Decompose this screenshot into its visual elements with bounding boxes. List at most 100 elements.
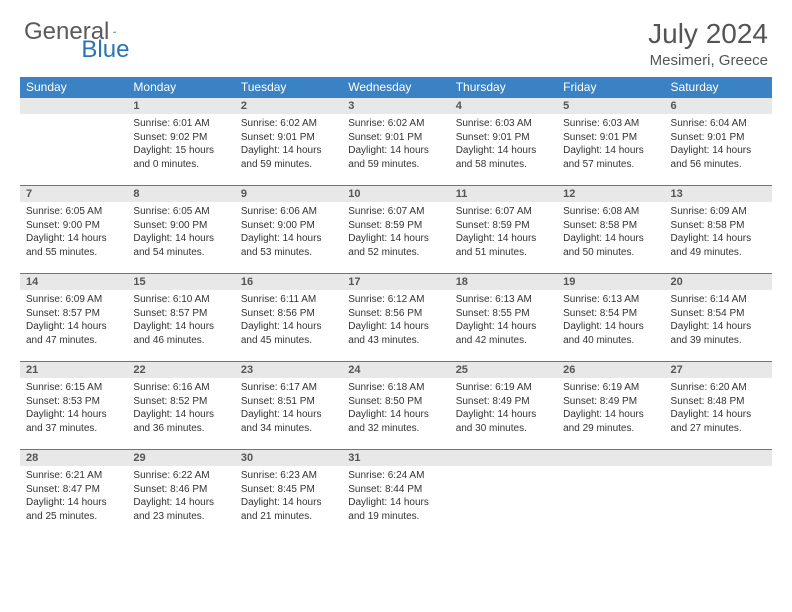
daylight-text: Daylight: 14 hours and 21 minutes. [241, 496, 336, 523]
day-number-cell: 18 [450, 274, 557, 291]
day-content: Sunrise: 6:13 AMSunset: 8:54 PMDaylight:… [557, 290, 664, 353]
week-daynum-row: 78910111213 [20, 186, 772, 203]
day-content-cell: Sunrise: 6:21 AMSunset: 8:47 PMDaylight:… [20, 466, 127, 537]
day-number-cell: 14 [20, 274, 127, 291]
daylight-text: Daylight: 14 hours and 47 minutes. [26, 320, 121, 347]
day-content: Sunrise: 6:05 AMSunset: 9:00 PMDaylight:… [20, 202, 127, 265]
day-number-cell: 29 [127, 450, 234, 467]
sunset-text: Sunset: 9:01 PM [348, 131, 443, 145]
sunrise-text: Sunrise: 6:10 AM [133, 293, 228, 307]
daylight-text: Daylight: 14 hours and 23 minutes. [133, 496, 228, 523]
day-number-cell [557, 450, 664, 467]
day-content-cell: Sunrise: 6:13 AMSunset: 8:54 PMDaylight:… [557, 290, 664, 362]
day-content-cell: Sunrise: 6:07 AMSunset: 8:59 PMDaylight:… [450, 202, 557, 274]
day-content: Sunrise: 6:19 AMSunset: 8:49 PMDaylight:… [450, 378, 557, 441]
day-content: Sunrise: 6:16 AMSunset: 8:52 PMDaylight:… [127, 378, 234, 441]
sunset-text: Sunset: 9:02 PM [133, 131, 228, 145]
day-content-cell: Sunrise: 6:11 AMSunset: 8:56 PMDaylight:… [235, 290, 342, 362]
sunset-text: Sunset: 8:54 PM [563, 307, 658, 321]
day-number: 2 [235, 98, 342, 114]
day-content-cell: Sunrise: 6:05 AMSunset: 9:00 PMDaylight:… [20, 202, 127, 274]
day-number: 19 [557, 274, 664, 290]
day-number-cell: 21 [20, 362, 127, 379]
week-daynum-row: 28293031 [20, 450, 772, 467]
daylight-text: Daylight: 14 hours and 53 minutes. [241, 232, 336, 259]
sunset-text: Sunset: 8:58 PM [563, 219, 658, 233]
day-number: 20 [665, 274, 772, 290]
day-content-cell: Sunrise: 6:14 AMSunset: 8:54 PMDaylight:… [665, 290, 772, 362]
day-content-cell: Sunrise: 6:19 AMSunset: 8:49 PMDaylight:… [450, 378, 557, 450]
day-number: 6 [665, 98, 772, 114]
weekday-header: Wednesday [342, 77, 449, 98]
sunrise-text: Sunrise: 6:14 AM [671, 293, 766, 307]
sunrise-text: Sunrise: 6:02 AM [348, 117, 443, 131]
daylight-text: Daylight: 14 hours and 39 minutes. [671, 320, 766, 347]
day-number: 15 [127, 274, 234, 290]
title-block: July 2024 Mesimeri, Greece [648, 18, 768, 69]
day-content: Sunrise: 6:09 AMSunset: 8:58 PMDaylight:… [665, 202, 772, 265]
sunrise-text: Sunrise: 6:21 AM [26, 469, 121, 483]
day-number: 9 [235, 186, 342, 202]
day-number: 12 [557, 186, 664, 202]
week-daynum-row: 14151617181920 [20, 274, 772, 291]
day-content: Sunrise: 6:21 AMSunset: 8:47 PMDaylight:… [20, 466, 127, 529]
week-content-row: Sunrise: 6:01 AMSunset: 9:02 PMDaylight:… [20, 114, 772, 186]
sunset-text: Sunset: 9:00 PM [26, 219, 121, 233]
sunrise-text: Sunrise: 6:07 AM [456, 205, 551, 219]
week-daynum-row: 21222324252627 [20, 362, 772, 379]
sunrise-text: Sunrise: 6:05 AM [133, 205, 228, 219]
sunset-text: Sunset: 9:00 PM [241, 219, 336, 233]
day-number-cell: 8 [127, 186, 234, 203]
sunset-text: Sunset: 8:46 PM [133, 483, 228, 497]
day-content-cell [450, 466, 557, 537]
sunrise-text: Sunrise: 6:01 AM [133, 117, 228, 131]
day-number-cell: 24 [342, 362, 449, 379]
day-number: 7 [20, 186, 127, 202]
weekday-header: Monday [127, 77, 234, 98]
day-number-cell: 31 [342, 450, 449, 467]
sunset-text: Sunset: 8:56 PM [348, 307, 443, 321]
day-content: Sunrise: 6:15 AMSunset: 8:53 PMDaylight:… [20, 378, 127, 441]
sunrise-text: Sunrise: 6:19 AM [456, 381, 551, 395]
sunset-text: Sunset: 8:51 PM [241, 395, 336, 409]
day-content-cell: Sunrise: 6:10 AMSunset: 8:57 PMDaylight:… [127, 290, 234, 362]
sunset-text: Sunset: 8:56 PM [241, 307, 336, 321]
sunrise-text: Sunrise: 6:03 AM [563, 117, 658, 131]
daylight-text: Daylight: 14 hours and 49 minutes. [671, 232, 766, 259]
day-number [557, 450, 664, 454]
day-content: Sunrise: 6:17 AMSunset: 8:51 PMDaylight:… [235, 378, 342, 441]
day-content: Sunrise: 6:10 AMSunset: 8:57 PMDaylight:… [127, 290, 234, 353]
daylight-text: Daylight: 14 hours and 57 minutes. [563, 144, 658, 171]
day-content-cell: Sunrise: 6:16 AMSunset: 8:52 PMDaylight:… [127, 378, 234, 450]
sunrise-text: Sunrise: 6:12 AM [348, 293, 443, 307]
day-number: 16 [235, 274, 342, 290]
header: General Blue July 2024 Mesimeri, Greece [0, 0, 792, 77]
sunrise-text: Sunrise: 6:09 AM [671, 205, 766, 219]
day-content-cell: Sunrise: 6:18 AMSunset: 8:50 PMDaylight:… [342, 378, 449, 450]
daylight-text: Daylight: 14 hours and 42 minutes. [456, 320, 551, 347]
sunset-text: Sunset: 8:45 PM [241, 483, 336, 497]
day-number: 18 [450, 274, 557, 290]
logo-text-blue: Blue [81, 36, 129, 64]
day-number: 27 [665, 362, 772, 378]
calendar-table: Sunday Monday Tuesday Wednesday Thursday… [20, 77, 772, 537]
day-number [20, 98, 127, 102]
day-number-cell: 13 [665, 186, 772, 203]
daylight-text: Daylight: 15 hours and 0 minutes. [133, 144, 228, 171]
day-content: Sunrise: 6:19 AMSunset: 8:49 PMDaylight:… [557, 378, 664, 441]
day-content-cell: Sunrise: 6:07 AMSunset: 8:59 PMDaylight:… [342, 202, 449, 274]
day-number: 28 [20, 450, 127, 466]
day-number-cell: 11 [450, 186, 557, 203]
sunset-text: Sunset: 8:44 PM [348, 483, 443, 497]
sunrise-text: Sunrise: 6:13 AM [563, 293, 658, 307]
daylight-text: Daylight: 14 hours and 51 minutes. [456, 232, 551, 259]
day-number-cell [20, 98, 127, 115]
day-number: 30 [235, 450, 342, 466]
sunset-text: Sunset: 8:57 PM [26, 307, 121, 321]
day-content-cell: Sunrise: 6:08 AMSunset: 8:58 PMDaylight:… [557, 202, 664, 274]
sunset-text: Sunset: 9:00 PM [133, 219, 228, 233]
day-content-cell: Sunrise: 6:04 AMSunset: 9:01 PMDaylight:… [665, 114, 772, 186]
sunset-text: Sunset: 8:58 PM [671, 219, 766, 233]
daylight-text: Daylight: 14 hours and 59 minutes. [348, 144, 443, 171]
weekday-header: Friday [557, 77, 664, 98]
